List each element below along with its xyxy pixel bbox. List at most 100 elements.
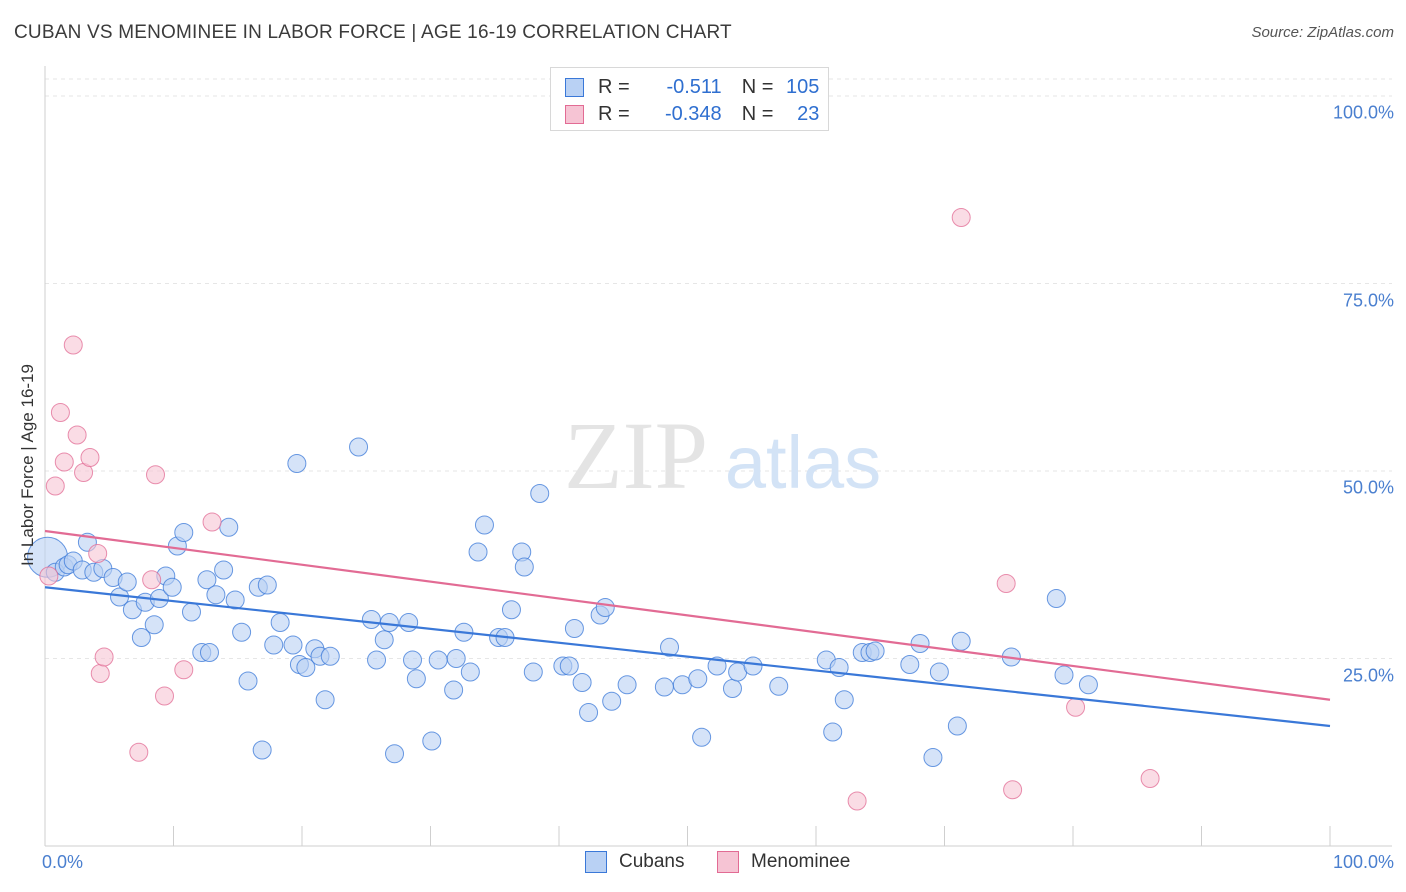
cubans-point — [214, 560, 234, 580]
menominee-r-label: R = — [598, 102, 630, 125]
stats-legend-row-cubans: R = -0.511 N = 105 — [565, 75, 819, 99]
cubans-point — [660, 637, 680, 657]
cubans-point — [270, 613, 290, 632]
cubans-point — [232, 622, 252, 642]
trend-lines — [44, 529, 1331, 728]
cubans-point — [823, 722, 843, 742]
y-tick-label-75: 75.0% — [1342, 290, 1394, 310]
cubans-point — [460, 662, 480, 682]
cubans-point — [572, 673, 592, 692]
cubans-swatch — [565, 77, 584, 97]
menominee-point — [88, 544, 108, 563]
cubans-point — [468, 542, 488, 562]
cubans-point — [349, 437, 369, 457]
x-tick-label-max: 100.0% — [1332, 852, 1394, 872]
menominee-point — [202, 512, 222, 532]
cubans-point — [296, 658, 316, 677]
cubans-point — [428, 650, 448, 670]
menominee-point — [951, 208, 971, 227]
cubans-point — [595, 598, 615, 617]
cubans-n-value: 105 — [786, 75, 820, 98]
stats-legend: R = -0.511 N = 105 R = -0.348 N = 23 — [550, 67, 829, 131]
cubans-point — [444, 680, 464, 700]
watermark-zip: ZIP — [564, 402, 708, 509]
menominee-point — [1066, 697, 1086, 717]
cubans-point — [523, 662, 543, 682]
cubans-point — [910, 634, 930, 653]
cubans-point — [257, 575, 277, 595]
menominee-r-value: -0.348 — [664, 102, 722, 125]
cubans-point — [654, 677, 674, 697]
cubans-point — [367, 650, 387, 670]
menominee-point — [50, 403, 70, 422]
cubans-point — [287, 454, 307, 473]
stats-legend-row-menominee: R = -0.348 N = 23 — [565, 102, 819, 126]
cubans-point — [117, 572, 137, 592]
cubans-point — [379, 613, 399, 632]
cubans-point — [1054, 665, 1074, 685]
cubans-point — [929, 662, 949, 682]
cubans-point — [707, 656, 727, 676]
cubans-point — [514, 557, 534, 577]
cubans-point — [446, 649, 466, 668]
gridlines — [45, 78, 1392, 659]
cubans-point — [219, 517, 239, 537]
menominee-swatch — [565, 104, 584, 124]
cubans-point — [238, 671, 258, 691]
cubans-point — [617, 675, 637, 695]
menominee-point — [146, 465, 166, 485]
cubans-point — [501, 600, 521, 620]
menominee-n-label: N = — [741, 102, 774, 125]
menominee-point — [45, 476, 65, 496]
cubans-point — [947, 716, 967, 736]
menominee-point — [996, 574, 1016, 593]
cubans-point — [174, 523, 194, 542]
menominee-point — [54, 452, 74, 472]
cubans-point — [406, 669, 426, 689]
x-tick-label-min: 0.0% — [42, 852, 84, 872]
menominee-point — [142, 570, 162, 590]
cubans-point — [1046, 589, 1066, 608]
cubans-point — [422, 731, 442, 751]
cubans-point — [692, 727, 712, 747]
trend-line-menominee — [44, 529, 1331, 701]
cubans-r-label: R = — [598, 75, 630, 98]
bottom-legend-menominee-label: Menominee — [751, 851, 851, 872]
cubans-point — [206, 585, 226, 605]
cubans-point — [722, 679, 742, 698]
cubans-point — [579, 703, 599, 722]
cubans-point — [283, 635, 303, 655]
axes — [44, 66, 1392, 847]
cubans-point — [320, 646, 340, 666]
source-label: Source: ZipAtlas.com — [1251, 24, 1394, 41]
cubans-point — [197, 570, 217, 590]
menominee-point — [1003, 780, 1023, 800]
bottom-legend-cubans-swatch — [585, 851, 607, 873]
menominee-point — [67, 425, 87, 445]
cubans-point — [199, 643, 219, 662]
cubans-point — [474, 515, 494, 535]
cubans-point — [900, 655, 920, 674]
menominee-point — [90, 664, 110, 683]
cubans-point — [315, 690, 335, 710]
menominee-point — [174, 660, 194, 680]
cubans-point — [865, 641, 885, 661]
cubans-point — [144, 615, 164, 635]
menominee-point — [847, 791, 867, 811]
cubans-point — [951, 631, 971, 651]
menominee-point — [94, 647, 114, 667]
cubans-point — [923, 748, 943, 767]
cubans-point — [131, 628, 151, 647]
cubans-point — [564, 619, 584, 638]
cubans-point — [399, 613, 419, 632]
cubans-point — [181, 602, 201, 622]
bottom-legend-cubans-label: Cubans — [619, 851, 685, 872]
y-axis-label: In Labor Force | Age 16-19 — [18, 364, 37, 566]
trend-line-cubans — [44, 586, 1331, 728]
bottom-legend-menominee-swatch — [717, 851, 739, 873]
series-cubans-points — [27, 437, 1098, 767]
y-tick-label-100: 100.0% — [1332, 102, 1394, 123]
menominee-point — [39, 566, 59, 586]
menominee-n-value: 23 — [797, 102, 820, 125]
